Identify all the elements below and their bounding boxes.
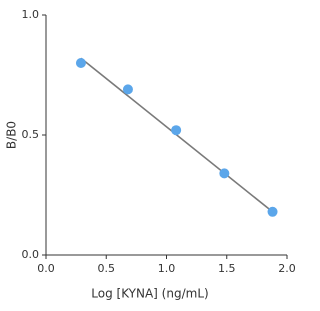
x-tick-label: 1.0 <box>158 262 176 275</box>
data-point <box>267 206 278 217</box>
x-tick-label: 2.0 <box>278 262 296 275</box>
data-point <box>219 168 230 179</box>
x-tick-label: 0.5 <box>98 262 116 275</box>
y-tick-label: 0.5 <box>22 128 40 141</box>
data-point <box>122 84 133 95</box>
y-tick-label: 0.0 <box>22 248 40 261</box>
x-axis-label: Log [KYNA] (ng/mL) <box>91 287 208 301</box>
y-tick-label: 1.0 <box>22 8 40 21</box>
y-axis-label: B/B0 <box>5 121 19 149</box>
x-tick-label: 1.5 <box>218 262 236 275</box>
chart: Log [KYNA] (ng/mL) B/B0 0.0 0.5 1.0 0.0 0.5 1… <box>5 8 296 301</box>
x-tick-label: 0.0 <box>37 262 55 275</box>
data-point <box>75 58 86 68</box>
data-point <box>171 125 182 136</box>
